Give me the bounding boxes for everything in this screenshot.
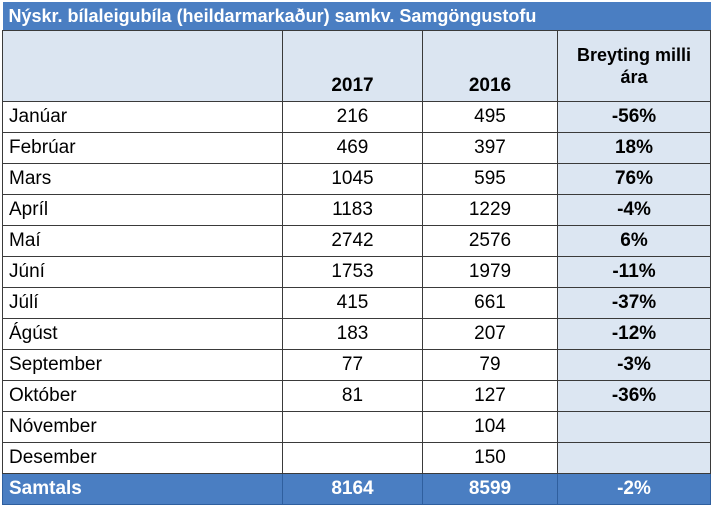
change-cell: -4% — [557, 194, 711, 226]
change-cell: -37% — [557, 287, 711, 319]
title-row: Nýskr. bílaleigubíla (heildarmarkaður) s… — [2, 2, 711, 31]
header-blank-cell — [2, 30, 283, 102]
change-cell: 6% — [557, 225, 711, 257]
table-row: Nóvember 104 — [2, 411, 711, 443]
change-cell: -36% — [557, 380, 711, 412]
change-cell: -12% — [557, 318, 711, 350]
header-row: 2017 2016 Breyting milli ára — [2, 30, 711, 102]
table-row: Apríl 1183 1229 -4% — [2, 194, 711, 226]
value-2016-cell: 397 — [422, 132, 558, 164]
table-row: Maí 2742 2576 6% — [2, 225, 711, 257]
value-2016-cell: 495 — [422, 101, 558, 133]
table-row: Desember 150 — [2, 442, 711, 474]
value-2017-cell: 415 — [282, 287, 423, 319]
change-cell — [557, 411, 711, 443]
value-2017-cell — [282, 411, 423, 443]
total-change: -2% — [557, 473, 711, 505]
change-cell: -11% — [557, 256, 711, 288]
value-2016-cell: 661 — [422, 287, 558, 319]
month-cell: Ágúst — [2, 318, 283, 350]
header-2017: 2017 — [282, 30, 423, 102]
value-2017-cell: 469 — [282, 132, 423, 164]
value-2016-cell: 2576 — [422, 225, 558, 257]
total-2017: 8164 — [282, 473, 423, 505]
value-2016-cell: 127 — [422, 380, 558, 412]
total-label: Samtals — [2, 473, 283, 505]
value-2016-cell: 1229 — [422, 194, 558, 226]
value-2017-cell: 1753 — [282, 256, 423, 288]
month-cell: Desember — [2, 442, 283, 474]
table-row: Júní 1753 1979 -11% — [2, 256, 711, 288]
value-2017-cell: 81 — [282, 380, 423, 412]
value-2017-cell: 183 — [282, 318, 423, 350]
total-row: Samtals 8164 8599 -2% — [2, 473, 711, 505]
table-title: Nýskr. bílaleigubíla (heildarmarkaður) s… — [2, 2, 711, 31]
table-row: Febrúar 469 397 18% — [2, 132, 711, 164]
table-row: Janúar 216 495 -56% — [2, 101, 711, 133]
month-cell: Nóvember — [2, 411, 283, 443]
total-2016: 8599 — [422, 473, 558, 505]
change-cell: -56% — [557, 101, 711, 133]
header-change: Breyting milli ára — [557, 30, 711, 102]
value-2016-cell: 595 — [422, 163, 558, 195]
value-2017-cell: 216 — [282, 101, 423, 133]
month-cell: Febrúar — [2, 132, 283, 164]
month-cell: Mars — [2, 163, 283, 195]
table-row: September 77 79 -3% — [2, 349, 711, 381]
change-cell: 18% — [557, 132, 711, 164]
value-2017-cell — [282, 442, 423, 474]
table-row: Október 81 127 -36% — [2, 380, 711, 412]
table-body: Janúar 216 495 -56% Febrúar 469 397 18% Mars 1045… — [2, 101, 711, 474]
change-cell: 76% — [557, 163, 711, 195]
rental-car-registrations-table: Nýskr. bílaleigubíla (heildarmarkaður) s… — [2, 2, 711, 505]
month-cell: Apríl — [2, 194, 283, 226]
table-row: Júlí 415 661 -37% — [2, 287, 711, 319]
month-cell: September — [2, 349, 283, 381]
value-2016-cell: 104 — [422, 411, 558, 443]
change-cell — [557, 442, 711, 474]
month-cell: Janúar — [2, 101, 283, 133]
change-cell: -3% — [557, 349, 711, 381]
value-2017-cell: 1045 — [282, 163, 423, 195]
value-2017-cell: 77 — [282, 349, 423, 381]
value-2016-cell: 1979 — [422, 256, 558, 288]
table-row: Mars 1045 595 76% — [2, 163, 711, 195]
value-2016-cell: 150 — [422, 442, 558, 474]
header-2016: 2016 — [422, 30, 558, 102]
month-cell: Júlí — [2, 287, 283, 319]
value-2017-cell: 1183 — [282, 194, 423, 226]
month-cell: Október — [2, 380, 283, 412]
table-row: Ágúst 183 207 -12% — [2, 318, 711, 350]
month-cell: Maí — [2, 225, 283, 257]
value-2016-cell: 79 — [422, 349, 558, 381]
value-2017-cell: 2742 — [282, 225, 423, 257]
value-2016-cell: 207 — [422, 318, 558, 350]
month-cell: Júní — [2, 256, 283, 288]
